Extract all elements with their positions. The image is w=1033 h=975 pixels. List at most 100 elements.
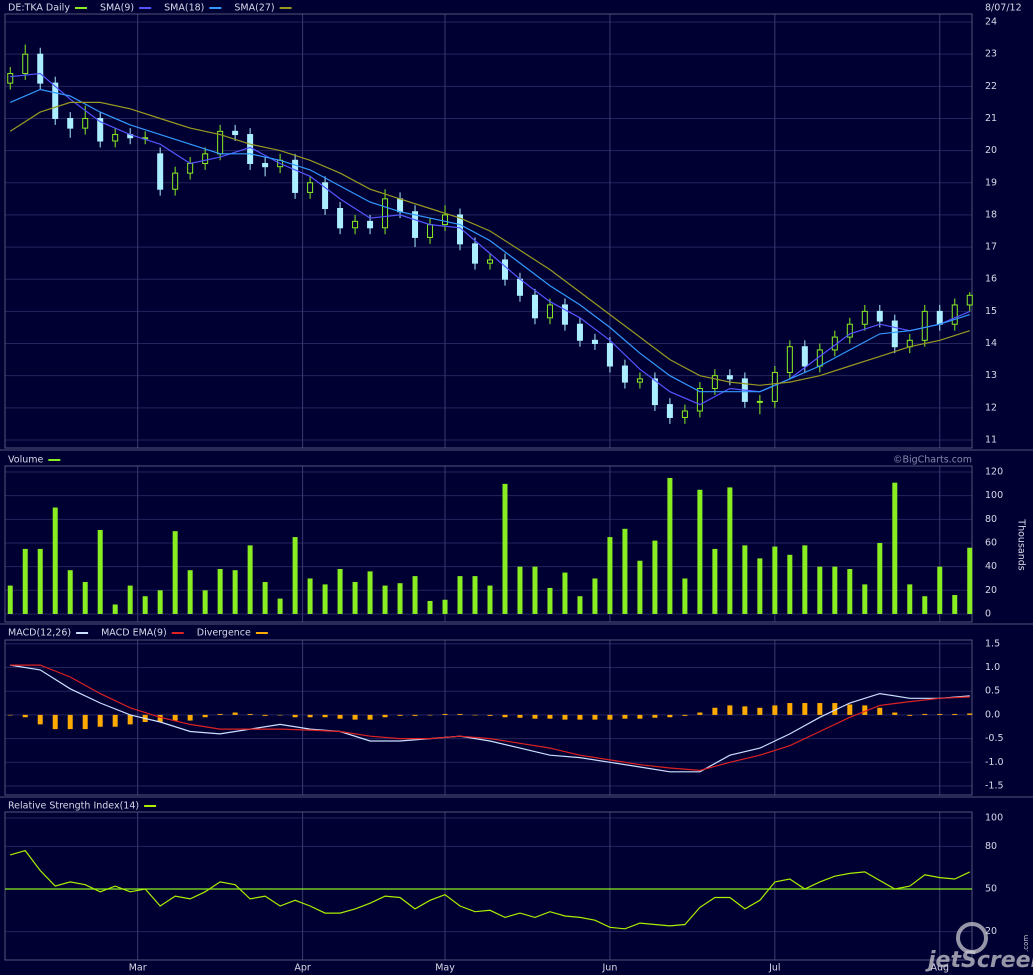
bar xyxy=(67,714,73,730)
legend-label: SMA(18) xyxy=(164,3,204,14)
bar xyxy=(97,529,103,614)
bar xyxy=(907,584,913,614)
candle-body xyxy=(606,343,613,367)
candle-body xyxy=(322,182,329,209)
bar xyxy=(727,705,733,715)
x-tick-label: Jul xyxy=(768,963,780,974)
y-tick-label: 0.0 xyxy=(985,709,1000,720)
line xyxy=(10,664,970,773)
bar xyxy=(547,587,553,614)
bar xyxy=(7,714,13,716)
bar xyxy=(967,547,973,614)
candle-body xyxy=(546,304,553,319)
bar xyxy=(52,714,58,730)
bar xyxy=(7,585,13,614)
candle-body xyxy=(561,304,568,325)
bar xyxy=(37,714,43,725)
bar xyxy=(922,596,928,614)
watermark: jetScreenshot .com xyxy=(925,922,1033,973)
watermark-icon xyxy=(956,922,988,954)
bar xyxy=(202,714,208,718)
y-tick-label: 20 xyxy=(985,145,997,156)
bar xyxy=(142,596,148,614)
bar xyxy=(742,545,748,614)
candle-body xyxy=(621,365,628,383)
bar xyxy=(712,548,718,614)
candle-body xyxy=(262,162,269,168)
y-tick-label: 80 xyxy=(985,514,997,525)
candle-body xyxy=(232,130,239,136)
candle-body xyxy=(666,404,673,418)
y-tick-label: 1.5 xyxy=(985,638,1000,649)
y-tick-label: 15 xyxy=(985,306,997,317)
bar xyxy=(607,537,613,614)
watermark-suffix: .com xyxy=(1022,935,1030,952)
bar xyxy=(637,714,643,719)
bar xyxy=(637,560,643,614)
y-tick-label: -1.0 xyxy=(985,757,1004,768)
bar xyxy=(877,707,883,715)
bar xyxy=(742,706,748,715)
candle-body xyxy=(846,323,853,338)
candle-body xyxy=(367,220,374,229)
bar xyxy=(457,576,463,614)
candle-body xyxy=(352,220,359,229)
y-tick-label: -0.5 xyxy=(985,733,1004,744)
bar xyxy=(367,571,373,614)
candle-body xyxy=(82,117,89,129)
candle-body xyxy=(651,378,658,406)
candle-body xyxy=(97,117,104,142)
y-tick-label: 23 xyxy=(985,49,997,60)
candle-body xyxy=(876,310,883,322)
legend-label: SMA(27) xyxy=(234,3,274,14)
candle-body xyxy=(936,310,943,325)
bar xyxy=(412,714,418,716)
bar xyxy=(247,713,253,715)
candle-body xyxy=(711,375,718,390)
bar xyxy=(442,713,448,715)
y-tick-label: 40 xyxy=(985,561,997,572)
line xyxy=(9,88,970,393)
bar xyxy=(727,487,733,614)
legend-label: Relative Strength Index(14) xyxy=(8,801,139,812)
candle-body xyxy=(501,259,508,280)
candle-body xyxy=(37,53,44,84)
bar xyxy=(592,714,598,720)
legend-label: MACD(12,26) xyxy=(8,628,71,639)
y-tick-label: 22 xyxy=(985,81,997,92)
bar xyxy=(922,713,928,715)
bar xyxy=(202,590,208,614)
bar xyxy=(757,707,763,715)
bar xyxy=(937,566,943,614)
bar xyxy=(502,483,508,614)
bar xyxy=(697,712,703,715)
candle-body xyxy=(442,214,449,226)
bar xyxy=(682,714,688,716)
bar xyxy=(697,489,703,614)
candle-body xyxy=(22,53,29,74)
y-tick-label: 16 xyxy=(985,274,997,285)
bar xyxy=(757,558,763,614)
x-tick-label: Jun xyxy=(602,963,618,974)
candle-body xyxy=(591,339,598,345)
bar xyxy=(22,548,28,614)
bar xyxy=(337,569,343,614)
bar xyxy=(652,540,658,614)
line xyxy=(9,101,970,386)
x-tick-label: Mar xyxy=(129,963,147,974)
bar xyxy=(937,713,943,715)
candle-body xyxy=(576,323,583,341)
candle-body xyxy=(801,346,808,367)
bar xyxy=(952,713,958,715)
bar xyxy=(187,714,193,721)
x-tick-label: May xyxy=(435,963,455,974)
bar xyxy=(667,714,673,718)
bar xyxy=(217,569,223,614)
bar xyxy=(52,507,58,614)
y-tick-label: 18 xyxy=(985,209,997,220)
bar xyxy=(262,714,268,716)
bar xyxy=(907,714,913,716)
bar xyxy=(337,714,343,719)
bar xyxy=(217,713,223,715)
bar xyxy=(82,582,88,614)
